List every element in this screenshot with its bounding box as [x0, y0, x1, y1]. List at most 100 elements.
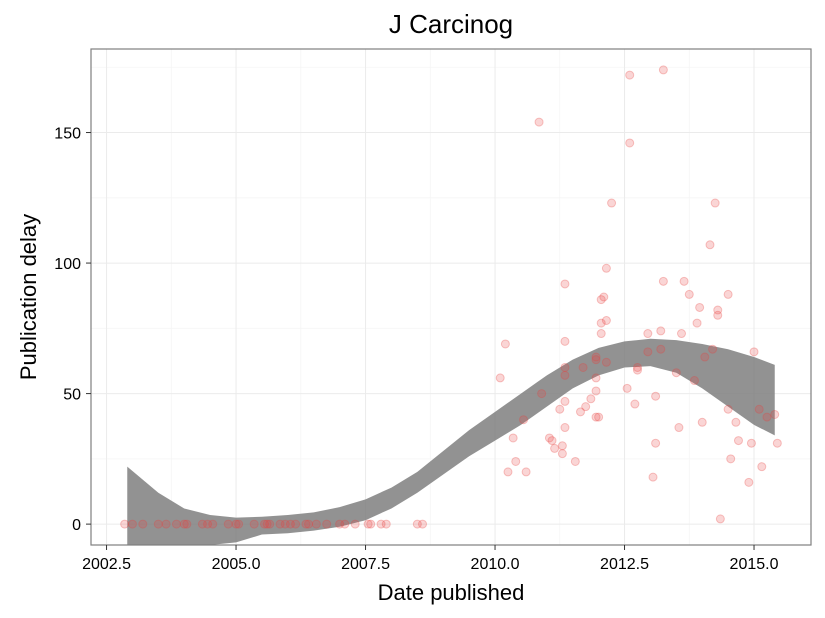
data-point	[652, 439, 660, 447]
data-point	[652, 392, 660, 400]
data-point	[773, 439, 781, 447]
data-point	[561, 280, 569, 288]
y-tick-label: 150	[54, 126, 81, 143]
data-point	[235, 520, 243, 528]
data-point	[224, 520, 232, 528]
y-tick-label: 50	[63, 387, 81, 404]
data-point	[644, 330, 652, 338]
data-point	[512, 457, 520, 465]
data-point	[657, 327, 665, 335]
x-tick-label: 2012.5	[600, 556, 649, 573]
data-point	[732, 418, 740, 426]
data-point	[758, 463, 766, 471]
data-point	[172, 520, 180, 528]
data-point	[558, 450, 566, 458]
x-axis: 2002.5 2005.0 2007.5 2010.0 2012.5 2015.0	[82, 545, 779, 573]
data-point	[592, 374, 600, 382]
data-point	[633, 363, 641, 371]
data-point	[162, 520, 170, 528]
data-point	[724, 290, 732, 298]
data-point	[419, 520, 427, 528]
data-point	[382, 520, 390, 528]
data-point	[250, 520, 258, 528]
x-tick-label: 2002.5	[82, 556, 131, 573]
data-point	[693, 319, 701, 327]
data-point	[520, 416, 528, 424]
data-point	[579, 363, 587, 371]
data-point	[209, 520, 217, 528]
data-point	[724, 405, 732, 413]
data-point	[716, 515, 724, 523]
data-point	[701, 353, 709, 361]
data-point	[548, 437, 556, 445]
data-point	[501, 340, 509, 348]
data-point	[709, 345, 717, 353]
data-point	[672, 369, 680, 377]
x-tick-label: 2007.5	[341, 556, 390, 573]
data-point	[551, 444, 559, 452]
data-point	[644, 348, 652, 356]
data-point	[602, 358, 610, 366]
data-point	[266, 520, 274, 528]
y-tick-label: 0	[72, 517, 81, 534]
grid	[91, 49, 811, 545]
panel-border	[91, 49, 811, 545]
data-point	[582, 403, 590, 411]
data-point	[595, 413, 603, 421]
x-tick-label: 2005.0	[212, 556, 261, 573]
data-point	[556, 405, 564, 413]
data-point	[745, 478, 753, 486]
data-point	[504, 468, 512, 476]
chart-title: J Carcinog	[389, 9, 513, 39]
data-point	[698, 418, 706, 426]
data-point	[649, 473, 657, 481]
data-point	[659, 66, 667, 74]
y-axis-title: Publication delay	[16, 214, 41, 380]
y-axis: 0 50 100 150	[54, 126, 91, 535]
data-point	[659, 277, 667, 285]
data-point	[690, 377, 698, 385]
data-point	[600, 293, 608, 301]
x-tick-label: 2010.0	[471, 556, 520, 573]
data-point	[626, 139, 634, 147]
data-point	[522, 468, 530, 476]
data-point	[602, 264, 610, 272]
data-point	[341, 520, 349, 528]
data-point	[750, 348, 758, 356]
data-point	[706, 241, 714, 249]
data-point	[587, 395, 595, 403]
data-point	[711, 199, 719, 207]
data-point	[139, 520, 147, 528]
data-point	[696, 303, 704, 311]
data-point	[734, 437, 742, 445]
data-point	[535, 118, 543, 126]
data-point	[561, 337, 569, 345]
data-point	[747, 439, 755, 447]
data-point	[727, 455, 735, 463]
data-point	[292, 520, 300, 528]
data-point	[128, 520, 136, 528]
data-point	[154, 520, 162, 528]
data-point	[561, 397, 569, 405]
data-point	[675, 424, 683, 432]
data-point	[657, 345, 665, 353]
data-point	[367, 520, 375, 528]
data-point	[597, 330, 605, 338]
x-tick-label: 2015.0	[730, 556, 779, 573]
data-point	[631, 400, 639, 408]
data-point	[312, 520, 320, 528]
data-point	[592, 353, 600, 361]
data-point	[351, 520, 359, 528]
data-point	[571, 457, 579, 465]
data-point	[755, 405, 763, 413]
data-point	[561, 371, 569, 379]
data-point	[183, 520, 191, 528]
data-point	[561, 363, 569, 371]
y-tick-label: 100	[54, 256, 81, 273]
data-point	[496, 374, 504, 382]
data-point	[561, 424, 569, 432]
data-point	[623, 384, 631, 392]
data-point	[538, 390, 546, 398]
data-point	[685, 290, 693, 298]
